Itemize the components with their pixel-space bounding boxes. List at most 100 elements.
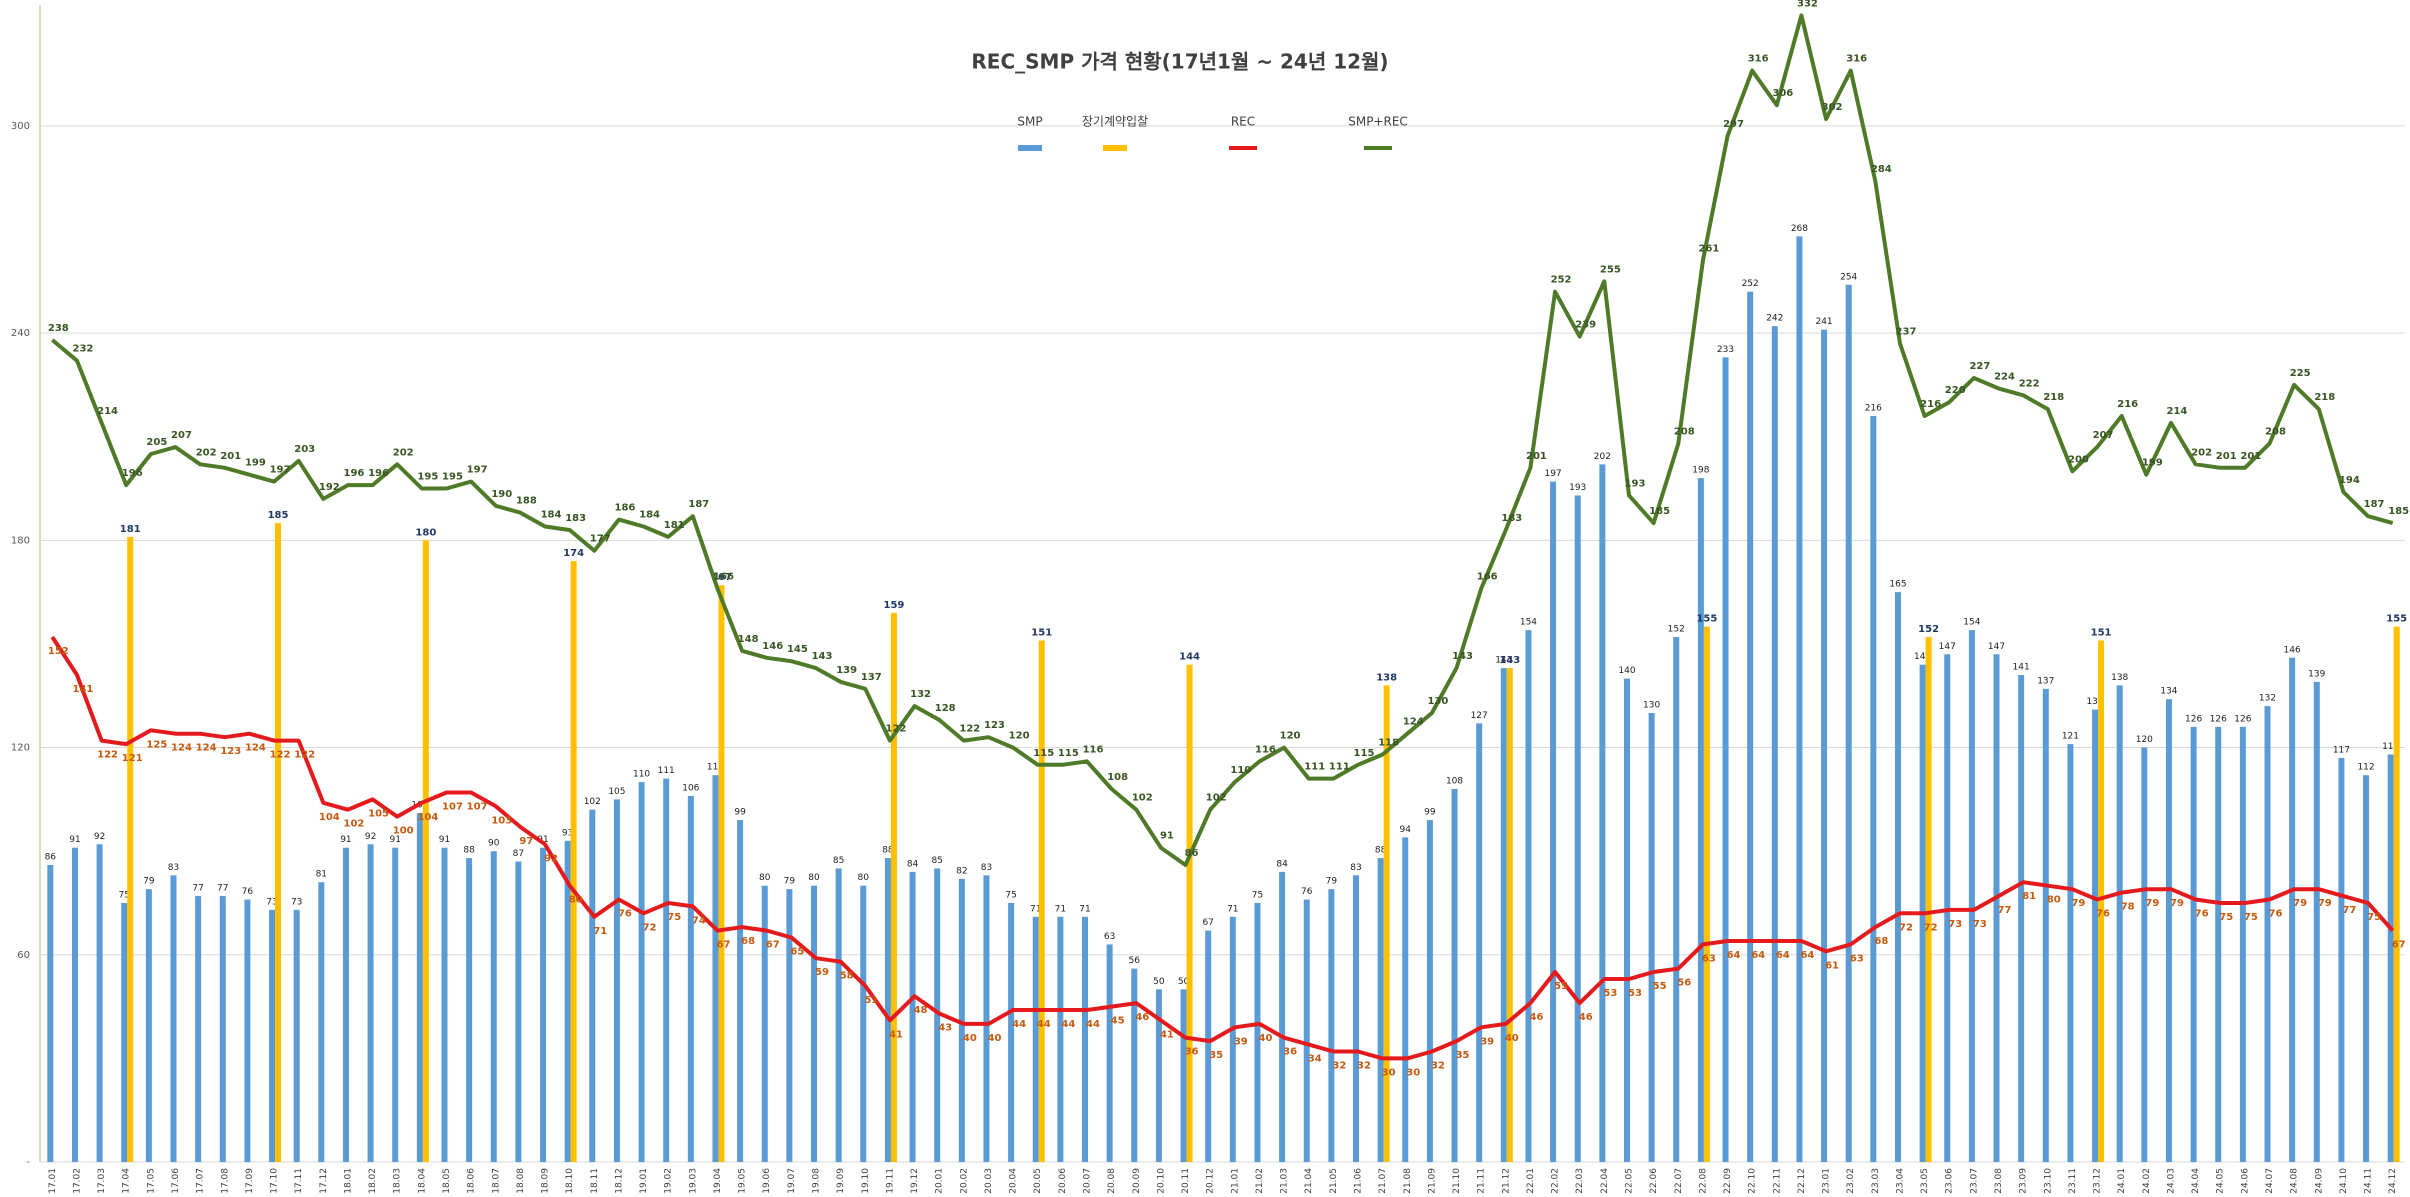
value-label: 201 [2216,451,2237,462]
value-label: 73 [1973,919,1987,930]
value-label: 75 [2244,912,2258,923]
value-label: 134 [2160,687,2177,697]
value-label: 239 [1575,320,1596,331]
value-label: 91 [537,835,548,845]
value-label: 91 [439,835,450,845]
value-label: 183 [1501,513,1522,524]
value-label: 193 [1625,478,1646,489]
value-label: 203 [294,444,315,455]
value-label: 115 [1354,748,1375,759]
value-label: 92 [94,832,105,842]
value-label: 40 [988,1033,1002,1044]
x-tick-label: 22.06 [1649,1168,1659,1194]
value-label: 255 [1600,264,1621,275]
value-label: 40 [963,1033,977,1044]
value-label: 75 [1005,890,1016,900]
value-label: 332 [1797,0,1818,9]
value-label: 154 [1520,618,1537,628]
bar [2116,685,2123,1162]
value-label: 50 [1153,977,1165,987]
value-label: 75 [1252,890,1263,900]
value-label: 126 [2234,714,2251,724]
value-label: 44 [1061,1019,1075,1030]
value-label: 241 [1815,317,1832,327]
value-label: 44 [1012,1019,1026,1030]
value-label: 105 [608,787,625,797]
value-label: 197 [467,465,488,476]
value-label: 118 [2382,742,2399,752]
value-label: 122 [270,750,291,761]
bar [1180,989,1187,1162]
value-label: 43 [938,1022,952,1033]
value-label: 208 [2265,427,2286,438]
value-label: 99 [734,808,746,818]
bar [244,899,251,1162]
x-tick-label: 19.10 [861,1168,871,1194]
value-label: 130 [1427,696,1448,707]
bar [275,523,282,1162]
bar [811,885,818,1162]
value-label: 316 [1748,54,1769,65]
value-label: 72 [643,922,657,933]
value-label: 143 [1452,651,1473,662]
bar [490,851,497,1162]
value-label: 128 [935,703,956,714]
x-tick-label: 24.02 [2142,1168,2152,1194]
x-tick-label: 19.07 [787,1168,797,1194]
bar [2067,744,2074,1162]
value-label: 201 [2240,451,2261,462]
bar [1229,916,1236,1162]
x-tick-label: 17.08 [220,1168,230,1194]
bar [1426,820,1433,1162]
value-label: 139 [2308,669,2325,679]
value-label: 34 [1308,1054,1322,1065]
value-label: 184 [541,510,562,521]
x-tick-label: 22.03 [1575,1168,1585,1194]
value-label: 44 [1037,1019,1051,1030]
value-label: 64 [1727,950,1741,961]
bar [1722,357,1729,1162]
x-tick-label: 22.07 [1674,1168,1684,1194]
value-label: 185 [268,510,289,521]
value-label: 48 [914,1005,928,1016]
value-label: 224 [1994,371,2015,382]
x-tick-label: 19.05 [738,1168,748,1194]
x-tick-label: 24.01 [2117,1168,2127,1194]
value-label: 207 [171,430,192,441]
value-label: 63 [1104,932,1115,942]
value-label: 102 [344,819,365,830]
value-label: 67 [2392,940,2406,951]
bar [2190,726,2197,1162]
x-tick-label: 17.09 [245,1168,255,1194]
value-label: 196 [368,468,389,479]
value-label: 84 [907,859,919,869]
x-tick-label: 18.12 [614,1168,624,1194]
x-tick-label: 21.09 [1427,1168,1437,1194]
value-label: 197 [270,465,291,476]
x-tick-label: 17.04 [122,1168,132,1194]
bar [1328,889,1335,1162]
value-label: 85 [833,856,844,866]
value-label: 65 [790,947,804,958]
value-label: 71 [593,926,607,937]
value-label: 216 [1865,403,1882,413]
value-label: 76 [2195,909,2209,920]
value-label: 91 [69,835,80,845]
value-label: 50 [1178,977,1190,987]
bar [416,813,423,1162]
x-tick-label: 20.05 [1033,1168,1043,1194]
value-label: 196 [122,468,143,479]
x-tick-label: 22.11 [1772,1168,1782,1194]
x-tick-label: 24.11 [2364,1168,2374,1194]
bar [1402,837,1409,1162]
value-label: 83 [168,863,179,873]
value-label: 35 [1456,1050,1470,1061]
value-label: 124 [196,743,217,754]
value-label: 71 [1030,904,1041,914]
value-label: 72 [1899,922,1913,933]
value-label: 140 [1618,666,1635,676]
value-label: 71 [1079,904,1090,914]
value-label: 39 [1234,1036,1248,1047]
bar [145,889,152,1162]
value-label: 64 [1776,950,1790,961]
